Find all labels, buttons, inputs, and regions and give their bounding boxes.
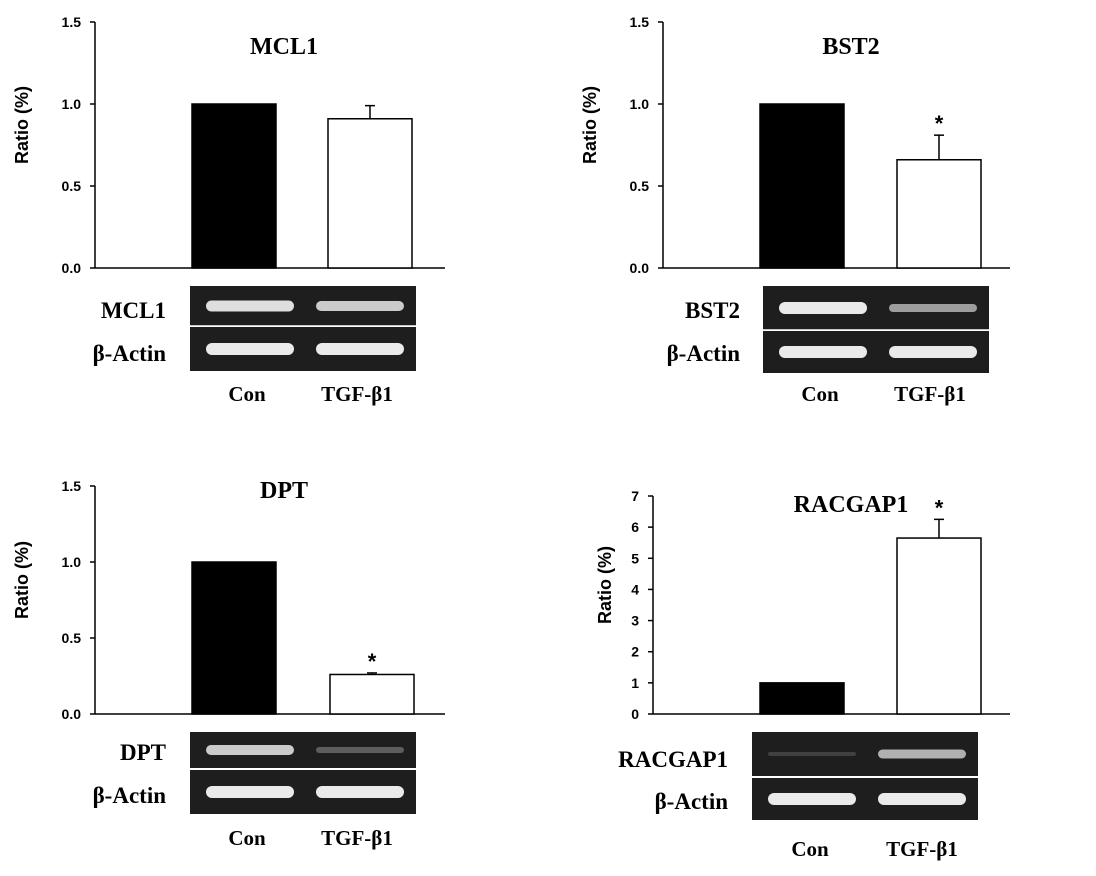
panel-dpt: 0.0 0.5 1.0 1.5 Ratio (%) DPT * DPT β-Actin Con TG… [12,478,445,850]
y-axis-label: Ratio (%) [12,86,32,164]
panel-mcl1: 0.0 0.5 1.0 1.5 Ratio (%) MCL1 MCL1 β-Actin Con T… [12,14,445,406]
gel-band [779,302,867,314]
y-tick-label: 3 [631,613,639,629]
gel-band [316,343,404,355]
gel-row-label: MCL1 [101,298,166,323]
category-label: Con [791,837,829,861]
y-tick-label: 0.5 [630,178,650,194]
gel-band [889,346,977,358]
category-label: TGF-β1 [894,382,966,406]
bar-treated [896,537,982,715]
bar-control [759,682,845,715]
gel-band [889,304,977,312]
gel-band [768,752,856,756]
category-label: TGF-β1 [886,837,958,861]
significance-marker: * [935,111,944,136]
y-axis-label: Ratio (%) [580,86,600,164]
y-tick-label: 6 [631,519,639,535]
chart-title: RACGAP1 [794,492,909,518]
y-axis-label: Ratio (%) [595,546,615,624]
y-tick-label: 0.0 [62,706,82,722]
category-label: Con [228,382,266,406]
significance-marker: * [368,649,377,674]
chart-title: DPT [260,478,308,504]
gel-band [779,346,867,358]
gel-band [206,300,294,312]
gel-band [206,786,294,798]
y-tick-label: 0.0 [62,260,82,276]
y-tick-label: 1.5 [62,14,82,30]
y-tick-label: 0 [631,706,639,722]
gel-row-label: β-Actin [655,789,729,814]
y-axis-label: Ratio (%) [12,541,32,619]
gel-band [316,747,404,753]
category-label: TGF-β1 [321,826,393,850]
y-tick-label: 1.5 [630,14,650,30]
gel-band [206,343,294,355]
y-tick-label: 1.0 [630,96,650,112]
significance-marker: * [935,495,944,520]
y-tick-label: 0.5 [62,178,82,194]
gel-band [206,745,294,755]
y-tick-label: 1.0 [62,554,82,570]
y-tick-label: 1.0 [62,96,82,112]
gel-row-label: β-Actin [93,783,167,808]
gel-band [316,786,404,798]
bar-control [191,103,277,269]
y-tick-label: 1.5 [62,478,82,494]
y-tick-label: 4 [631,581,639,597]
category-label: Con [801,382,839,406]
y-tick-label: 0.5 [62,630,82,646]
y-tick-label: 7 [631,488,639,504]
bar-control [759,103,845,269]
bar-treated [329,673,415,715]
category-label: Con [228,826,266,850]
bar-control [191,561,277,715]
gel-band [768,793,856,805]
y-tick-label: 0.0 [630,260,650,276]
y-tick-label: 5 [631,550,639,566]
gel-row-label: RACGAP1 [618,747,728,772]
gel-row-label: BST2 [685,298,740,323]
chart-title: MCL1 [250,34,318,60]
bar-treated [896,159,982,269]
y-tick-label: 1 [631,675,639,691]
gel-band [878,749,966,759]
panel-racgap1: 0 1 2 3 4 5 6 7 Ratio (%) RACGAP1 * RACGAP1 β-Actin C… [595,488,1010,861]
category-label: TGF-β1 [321,382,393,406]
gel-band [878,793,966,805]
chart-title: BST2 [822,34,879,60]
gel-row-label: β-Actin [93,341,167,366]
panel-bst2: 0.0 0.5 1.0 1.5 Ratio (%) BST2 * BST2 β-Actin Con… [580,14,1010,406]
y-tick-label: 2 [631,644,639,660]
gel-band [316,301,404,311]
gel-row-label: DPT [120,740,166,765]
bar-treated [327,118,413,269]
gel-row-label: β-Actin [667,341,741,366]
